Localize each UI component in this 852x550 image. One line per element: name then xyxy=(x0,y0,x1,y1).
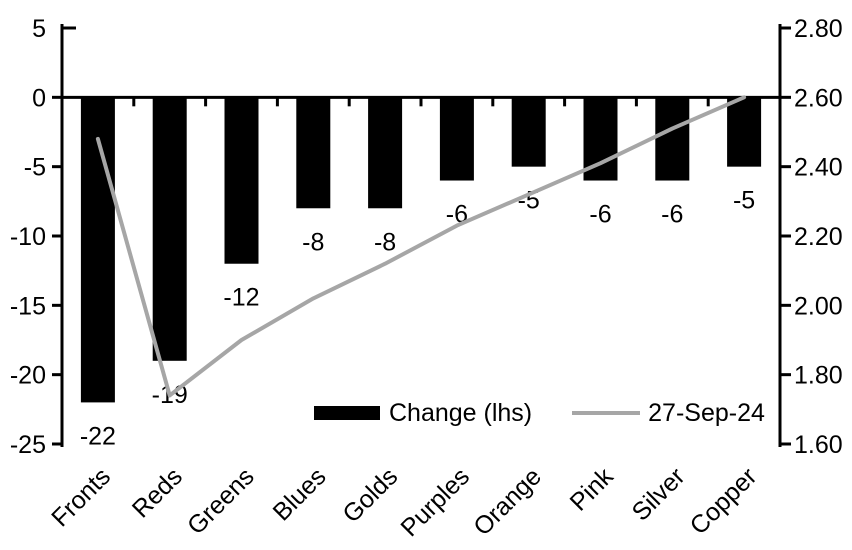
bar-golds xyxy=(368,97,403,209)
x-axis-category-label: Blues xyxy=(268,462,332,526)
bar-value-label: -5 xyxy=(733,187,755,215)
bar-reds xyxy=(152,97,187,361)
x-axis-category-label: Greens xyxy=(182,462,260,540)
x-axis-category-label: Silver xyxy=(627,462,691,526)
x-axis-category-label: Copper xyxy=(685,462,763,540)
bar-value-label: -8 xyxy=(374,228,396,256)
bar-value-label: -12 xyxy=(223,284,259,312)
bar-greens xyxy=(224,97,259,264)
bar-blues xyxy=(296,97,331,209)
bar-value-label: -8 xyxy=(302,228,324,256)
chart-legend: Change (lhs) 27-Sep-24 xyxy=(314,397,765,429)
y-axis-left-tick-label: 5 xyxy=(32,15,46,43)
legend-bar-swatch-icon xyxy=(314,406,380,420)
bar-orange xyxy=(511,97,546,167)
y-axis-right-tick-label: 2.40 xyxy=(794,154,843,182)
y-axis-left-tick-label: -5 xyxy=(24,154,46,182)
y-axis-left-tick-label: -10 xyxy=(10,223,46,251)
y-axis-right-tick-label: 2.00 xyxy=(794,292,843,320)
y-axis-right-tick-label: 1.80 xyxy=(794,362,843,390)
bar-silver xyxy=(655,97,690,181)
y-axis-left-tick-label: -15 xyxy=(10,292,46,320)
bar-purples xyxy=(439,97,474,181)
bar-value-label: -6 xyxy=(661,201,683,229)
bar-fronts xyxy=(80,97,115,403)
legend-line-swatch-icon xyxy=(572,411,641,415)
x-axis-category-label: Golds xyxy=(337,462,403,528)
x-axis-category-label: Pink xyxy=(565,462,620,517)
y-axis-left-tick-label: 0 xyxy=(32,84,46,112)
x-axis-category-label: Fronts xyxy=(46,462,116,532)
y-axis-left-tick-label: -25 xyxy=(10,431,46,459)
bar-copper xyxy=(727,97,762,167)
y-axis-right-tick-label: 2.20 xyxy=(794,223,843,251)
x-axis-category-label: Reds xyxy=(127,462,188,523)
legend-label-line-series: 27-Sep-24 xyxy=(648,398,765,427)
line-series xyxy=(95,95,747,398)
y-axis-left-tick-label: -20 xyxy=(10,362,46,390)
y-axis-right-tick-label: 2.60 xyxy=(794,84,843,112)
x-axis-category-label: Purples xyxy=(395,462,475,542)
y-axis-right-tick-label: 2.80 xyxy=(794,15,843,43)
y-axis-right-tick-label: 1.60 xyxy=(794,431,843,459)
bar-value-label: -22 xyxy=(80,422,116,450)
legend-label-bar-series: Change (lhs) xyxy=(389,398,533,427)
x-axis-category-label: Orange xyxy=(468,462,547,541)
bar-value-label: -6 xyxy=(589,201,611,229)
